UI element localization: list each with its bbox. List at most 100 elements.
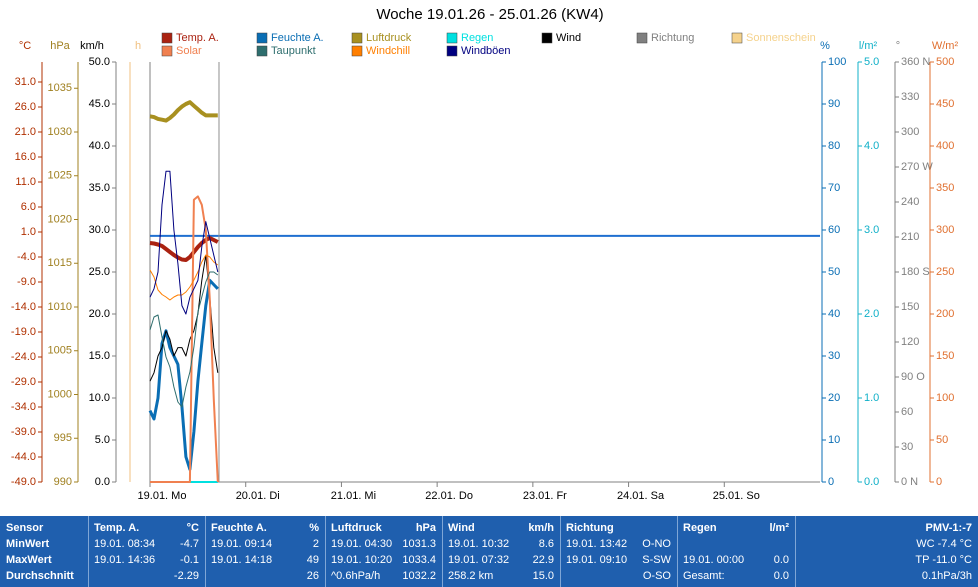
series-line: [149, 254, 219, 301]
cell-text: 19.01. 09:10: [566, 554, 628, 566]
cell-value: -0.1: [180, 554, 199, 566]
legend-label: Sonnenschein: [746, 32, 816, 44]
cell-value: 26: [306, 570, 319, 582]
cell-value: 2: [312, 538, 319, 550]
axis-unit: l/m²: [859, 40, 878, 52]
x-tick-label: 19.01. Mo: [138, 490, 187, 502]
column-separator: [88, 516, 89, 587]
y-tick-label: 1015: [48, 257, 72, 269]
y-tick-label: -39.0: [11, 426, 36, 438]
cell-value: 0.0: [773, 554, 789, 566]
y-tick-label: 30: [828, 350, 840, 362]
row-label: MaxWert: [6, 554, 52, 566]
y-tick-label: 1030: [48, 126, 72, 138]
y-tick-label: 15.0: [89, 350, 110, 362]
y-tick-label: 360 N: [901, 56, 930, 68]
axis-unit: °C: [19, 40, 31, 52]
y-tick-label: 100: [828, 56, 846, 68]
y-tick-label: 0: [936, 476, 942, 488]
y-tick-label: -44.0: [11, 451, 36, 463]
y-tick-label: 0 N: [901, 476, 918, 488]
column-separator: [560, 516, 561, 587]
legend-swatch: [351, 32, 363, 44]
cell-value: 8.6: [538, 538, 554, 550]
cell-value: TP -11.0 °C: [915, 554, 972, 566]
y-tick-label: 450: [936, 98, 954, 110]
cell-value: 22.9: [532, 554, 554, 566]
column-separator: [677, 516, 678, 587]
y-tick-label: 400: [936, 140, 954, 152]
y-tick-label: 210: [901, 231, 919, 243]
cell-text: 19.01. 14:18: [211, 554, 273, 566]
plot-area: [150, 62, 820, 482]
y-tick-label: 0.0: [864, 476, 879, 488]
axis-unit: W/m²: [932, 40, 959, 52]
summary-table: Sensor Temp. A. °C Feuchte A.% Luftdruck hPa W…: [0, 516, 978, 587]
y-tick-label: 2.0: [864, 308, 879, 320]
y-tick-label: -49.0: [11, 476, 36, 488]
y-tick-label: 1025: [48, 170, 72, 182]
cell-value: 0.0: [773, 570, 789, 582]
y-tick-label: 70: [828, 182, 840, 194]
y-tick-label: 35.0: [89, 182, 110, 194]
cell-text: 19.01. 09:14: [211, 538, 273, 550]
legend-label: Windböen: [461, 45, 511, 57]
y-tick-label: 500: [936, 56, 954, 68]
y-tick-label: 300: [901, 126, 919, 138]
y-tick-label: 180 S: [901, 266, 930, 278]
legend-swatch: [731, 32, 743, 44]
y-tick-label: 40.0: [89, 140, 110, 152]
x-tick-label: 23.01. Fr: [523, 490, 567, 502]
column-separator: [205, 516, 206, 587]
y-tick-label: 250: [936, 266, 954, 278]
cell-text: 19.01. 08:34: [94, 538, 156, 550]
cell-text: 258.2 km: [448, 570, 494, 582]
x-tick-label: 25.01. So: [713, 490, 760, 502]
cell-text: 19.01. 07:32: [448, 554, 510, 566]
series-line: [149, 271, 219, 408]
y-tick-label: 26.0: [15, 101, 36, 113]
y-tick-label: 40: [828, 308, 840, 320]
y-tick-label: -34.0: [11, 401, 36, 413]
y-tick-label: 25.0: [89, 266, 110, 278]
header-cell: Regen: [683, 522, 717, 534]
cell-value: 49: [306, 554, 319, 566]
row-label: MinWert: [6, 538, 50, 550]
legend-label: Temp. A.: [176, 32, 219, 44]
legend-label: Wind: [556, 32, 581, 44]
y-tick-label: 10: [828, 434, 840, 446]
header-unit: km/h: [528, 522, 554, 534]
y-tick-label: 150: [936, 350, 954, 362]
y-tick-label: -9.0: [17, 276, 36, 288]
legend-swatch: [351, 45, 363, 57]
column-separator: [442, 516, 443, 587]
y-tick-label: 1035: [48, 82, 72, 94]
x-tick-label: 22.01. Do: [425, 490, 473, 502]
y-tick-label: 50: [936, 434, 948, 446]
series-line: [149, 170, 219, 315]
y-tick-label: 50.0: [89, 56, 110, 68]
cell-value: 1032.2: [402, 570, 436, 582]
header-cell: Sensor: [6, 522, 44, 534]
y-tick-label: 90 O: [901, 371, 925, 383]
legend-label: Windchill: [366, 45, 410, 57]
cell-text: 19.01. 13:42: [566, 538, 628, 550]
legend-swatch: [446, 32, 458, 44]
legend-label: Luftdruck: [366, 32, 412, 44]
y-tick-label: 5.0: [95, 434, 110, 446]
y-tick-label: 20: [828, 392, 840, 404]
cell-text: 19.01. 10:20: [331, 554, 393, 566]
cell-text: 19.01. 04:30: [331, 538, 393, 550]
cell-value: 1031.3: [402, 538, 436, 550]
y-tick-label: 1.0: [864, 392, 879, 404]
y-tick-label: 45.0: [89, 98, 110, 110]
y-tick-label: 1.0: [21, 226, 36, 238]
y-tick-label: 100: [936, 392, 954, 404]
cell-value: WC -7.4 °C: [916, 538, 972, 550]
axis-unit: km/h: [80, 40, 104, 52]
chart-title: Woche 19.01.26 - 25.01.26 (KW4): [376, 6, 603, 23]
y-tick-label: 240: [901, 196, 919, 208]
header-unit: hPa: [415, 522, 436, 534]
y-tick-label: 350: [936, 182, 954, 194]
